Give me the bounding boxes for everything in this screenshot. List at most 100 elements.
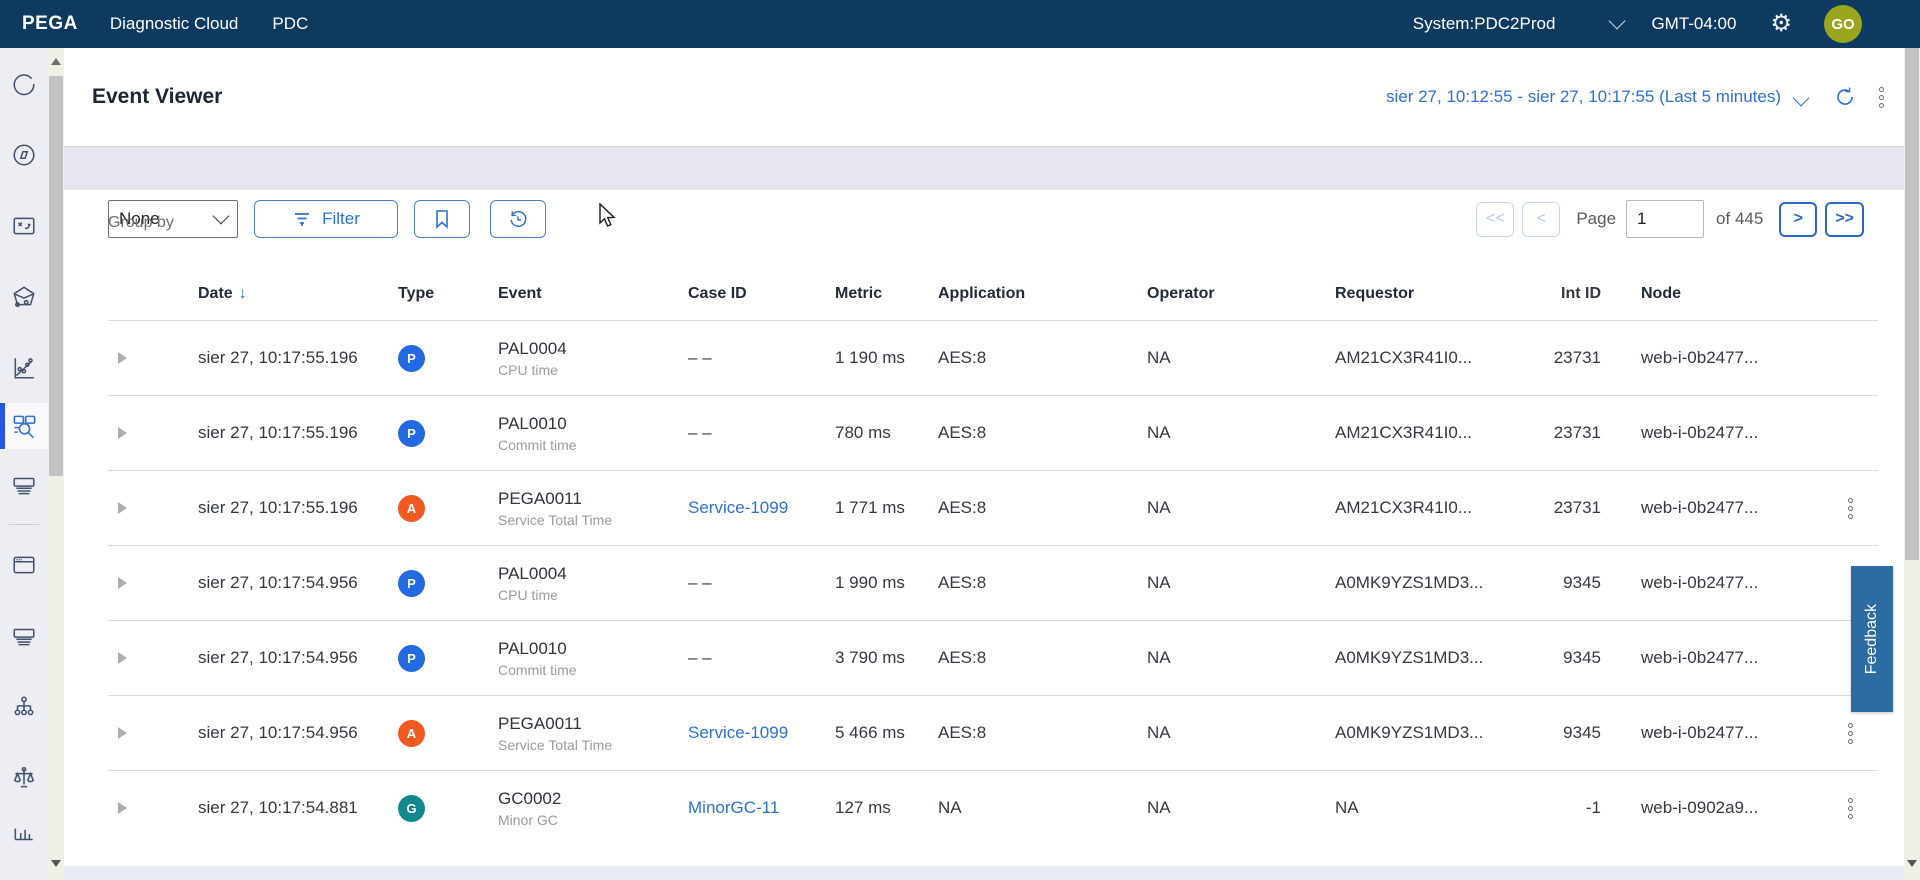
expand-triangle-icon xyxy=(118,802,127,814)
row-menu-button[interactable] xyxy=(1848,797,1853,819)
compass-icon xyxy=(13,143,35,166)
column-header-type[interactable]: Type xyxy=(398,285,435,302)
expand-triangle-icon xyxy=(118,352,127,364)
chevron-down-icon xyxy=(212,207,230,225)
sidebar-item-web-embed[interactable] xyxy=(0,529,48,600)
last-page-button[interactable]: >> xyxy=(1825,201,1864,237)
cell-requestor: A0MK9YZS1MD3... xyxy=(1335,573,1484,592)
sidebar-item-plan[interactable] xyxy=(0,190,48,261)
sidebar-item-improvements[interactable] xyxy=(0,261,48,332)
previous-page-button[interactable]: < xyxy=(1522,201,1561,237)
sidebar-item-gauge[interactable] xyxy=(0,48,48,119)
sidebar-item-explore[interactable] xyxy=(0,119,48,190)
event-type-badge: A xyxy=(398,719,425,747)
sidebar-item-usage[interactable] xyxy=(0,671,48,742)
cell-operator: NA xyxy=(1147,723,1171,742)
left-scrollbar[interactable] xyxy=(48,48,64,880)
cell-int-id: -1 xyxy=(1585,798,1601,817)
sidebar-item-charts[interactable] xyxy=(0,813,48,853)
cell-metric: 5 466 ms xyxy=(835,723,905,742)
table-row: sier 27, 10:17:55.196 P PAL0010 Commit t… xyxy=(108,395,1878,470)
sidebar-item-reports[interactable] xyxy=(0,600,48,671)
bookmark-button[interactable] xyxy=(414,200,470,238)
page-number-input[interactable] xyxy=(1626,200,1705,238)
column-header-case-id[interactable]: Case ID xyxy=(688,285,747,302)
gauge-icon xyxy=(13,73,35,95)
app-name[interactable]: PDC xyxy=(272,14,309,33)
cell-node: web-i-0b2477... xyxy=(1641,348,1759,367)
scroll-down-icon[interactable] xyxy=(48,854,64,872)
table-row: sier 27, 10:17:54.956 P PAL0010 Commit t… xyxy=(108,620,1878,695)
sidebar-item-log-list[interactable] xyxy=(0,449,48,520)
expand-row-button[interactable] xyxy=(108,652,198,664)
expand-row-button[interactable] xyxy=(108,502,198,514)
first-page-button[interactable]: << xyxy=(1476,201,1515,237)
refresh-button[interactable] xyxy=(1833,85,1857,109)
cell-metric: 3 790 ms xyxy=(835,648,905,667)
history-button[interactable] xyxy=(490,200,546,238)
table-body: sier 27, 10:17:55.196 P PAL0004 CPU time… xyxy=(108,320,1878,845)
event-type-badge: P xyxy=(398,644,425,672)
cell-case-id: – – xyxy=(688,573,712,592)
cell-requestor: AM21CX3R41I0... xyxy=(1335,498,1473,517)
left-scrollbar-thumb[interactable] xyxy=(49,76,63,476)
cell-case-id[interactable]: MinorGC-11 xyxy=(688,798,780,817)
system-selector-label[interactable]: System:PDC2Prod xyxy=(1412,14,1556,33)
column-header-event[interactable]: Event xyxy=(498,285,542,302)
sidebar-item-analysis[interactable] xyxy=(0,332,48,403)
cell-operator: NA xyxy=(1147,648,1171,667)
group-by-value: None xyxy=(119,209,160,228)
expand-row-button[interactable] xyxy=(108,427,198,439)
cell-application: AES:8 xyxy=(938,648,987,667)
column-header-operator[interactable]: Operator xyxy=(1147,285,1215,302)
expand-row-button[interactable] xyxy=(108,727,198,739)
expand-row-button[interactable] xyxy=(108,352,198,364)
scroll-down-icon[interactable] xyxy=(1904,854,1920,872)
expand-triangle-icon xyxy=(118,502,127,514)
time-range-selector[interactable]: sier 27, 10:12:55 - sier 27, 10:17:55 (L… xyxy=(1385,87,1781,106)
horizontal-scrollbar[interactable] xyxy=(64,866,1904,880)
sidebar-item-event-viewer[interactable] xyxy=(0,403,48,449)
cell-requestor: AM21CX3R41I0... xyxy=(1335,348,1473,367)
chevron-down-icon[interactable] xyxy=(1608,12,1626,30)
expand-row-button[interactable] xyxy=(108,577,198,589)
cell-event-description: Commit time xyxy=(498,436,577,453)
cell-case-id[interactable]: Service-1099 xyxy=(688,498,789,517)
cell-event-code: GC0002 xyxy=(498,788,562,808)
cell-node: web-i-0b2477... xyxy=(1641,648,1759,667)
sidebar-item-sla[interactable] xyxy=(0,742,48,813)
chevron-down-icon[interactable] xyxy=(1792,89,1810,107)
cell-metric: 1 190 ms xyxy=(835,348,905,367)
feedback-tab[interactable]: Feedback xyxy=(1851,566,1893,712)
main-area: Event Viewer sier 27, 10:12:55 - sier 27… xyxy=(64,48,1904,880)
table-row: sier 27, 10:17:55.196 A PEGA0011 Service… xyxy=(108,470,1878,545)
row-menu-button[interactable] xyxy=(1848,497,1853,519)
cell-operator: NA xyxy=(1147,498,1171,517)
avatar[interactable]: GO xyxy=(1824,5,1862,43)
column-header-metric[interactable]: Metric xyxy=(835,285,883,302)
column-header-date[interactable]: Date ↓ xyxy=(198,285,247,302)
column-header-application[interactable]: Application xyxy=(938,285,1026,302)
right-scrollbar-thumb[interactable] xyxy=(1905,48,1919,560)
right-scrollbar[interactable] xyxy=(1904,48,1920,880)
left-nav-sidebar xyxy=(0,48,48,880)
browser-window-icon xyxy=(13,556,35,573)
column-header-node[interactable]: Node xyxy=(1641,285,1681,302)
row-menu-button[interactable] xyxy=(1848,722,1853,744)
column-header-requestor[interactable]: Requestor xyxy=(1335,285,1415,302)
timezone-label[interactable]: GMT-04:00 xyxy=(1651,14,1737,33)
group-by-select[interactable]: None xyxy=(108,200,238,238)
next-page-button[interactable]: > xyxy=(1779,201,1818,237)
cell-case-id: – – xyxy=(688,648,712,667)
expand-row-button[interactable] xyxy=(108,802,198,814)
cell-date: sier 27, 10:17:54.956 xyxy=(198,573,358,592)
more-options-button[interactable] xyxy=(1879,86,1884,108)
events-table: Date ↓ Type Event Case ID Metric Applicat… xyxy=(108,268,1878,845)
bar-chart-icon xyxy=(14,828,33,841)
column-header-int-id[interactable]: Int ID xyxy=(1561,285,1601,302)
scroll-up-icon[interactable] xyxy=(48,52,64,70)
filter-button[interactable]: Filter xyxy=(254,200,398,238)
cell-case-id[interactable]: Service-1099 xyxy=(688,723,789,742)
cell-metric: 1 990 ms xyxy=(835,573,905,592)
gear-icon[interactable]: ⚙ xyxy=(1770,10,1792,37)
